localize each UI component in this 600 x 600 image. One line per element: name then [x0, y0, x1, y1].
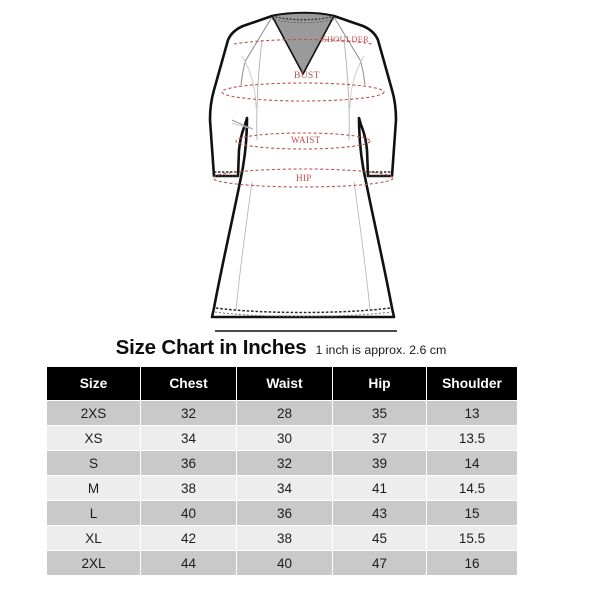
table-body: 2XS 32 28 35 13 XS 34 30 37 13.5 S 36 32…	[47, 401, 517, 575]
hip-guide-ellipse	[212, 168, 394, 188]
cell-hip: 35	[333, 401, 426, 425]
cell-hip: 47	[333, 551, 426, 575]
title-divider	[215, 330, 397, 332]
cell-size: XL	[47, 526, 140, 550]
cell-shoulder: 13	[427, 401, 517, 425]
waist-guide-ellipse	[235, 132, 371, 150]
garment-illustration: SHOULDER BUST WAIST HIP	[208, 11, 398, 319]
label-bust: BUST	[294, 70, 320, 81]
cell-shoulder: 14.5	[427, 476, 517, 500]
cell-hip: 43	[333, 501, 426, 525]
cell-waist: 32	[237, 451, 332, 475]
label-shoulder: SHOULDER	[322, 35, 369, 44]
column-header-chest: Chest	[141, 367, 236, 400]
cell-hip: 37	[333, 426, 426, 450]
table-row: XL 42 38 45 15.5	[47, 526, 517, 550]
cell-chest: 44	[141, 551, 236, 575]
cell-shoulder: 14	[427, 451, 517, 475]
collar-stitch-icon	[271, 15, 335, 21]
cell-chest: 34	[141, 426, 236, 450]
column-header-shoulder: Shoulder	[427, 367, 517, 400]
label-waist: WAIST	[291, 135, 321, 145]
cell-size: 2XL	[47, 551, 140, 575]
table-row: 2XS 32 28 35 13	[47, 401, 517, 425]
title-block: Size Chart in Inches 1 inch is approx. 2…	[46, 336, 516, 362]
table-row: L 40 36 43 15	[47, 501, 517, 525]
label-hip: HIP	[296, 173, 312, 183]
cell-chest: 42	[141, 526, 236, 550]
page-title: Size Chart in Inches	[115, 336, 307, 359]
neckline-fill	[271, 12, 335, 75]
table-header-row: Size Chest Waist Hip Shoulder	[47, 367, 517, 400]
page-subtitle: 1 inch is approx. 2.6 cm	[315, 343, 447, 357]
table-row: S 36 32 39 14	[47, 451, 517, 475]
cell-waist: 36	[237, 501, 332, 525]
cell-size: L	[47, 501, 140, 525]
cell-shoulder: 15	[427, 501, 517, 525]
table-row: XS 34 30 37 13.5	[47, 426, 517, 450]
bust-guide-ellipse	[221, 82, 385, 102]
measurement-guides-icon	[212, 38, 394, 188]
cell-shoulder: 15.5	[427, 526, 517, 550]
hem-stitch-icon	[215, 307, 391, 314]
cell-shoulder: 16	[427, 551, 517, 575]
cell-chest: 32	[141, 401, 236, 425]
cell-chest: 36	[141, 451, 236, 475]
column-header-size: Size	[47, 367, 140, 400]
cell-size: 2XS	[47, 401, 140, 425]
cell-waist: 34	[237, 476, 332, 500]
cell-waist: 30	[237, 426, 332, 450]
table-header: Size Chest Waist Hip Shoulder	[47, 367, 517, 400]
table-row: 2XL 44 40 47 16	[47, 551, 517, 575]
cell-chest: 40	[141, 501, 236, 525]
table-row: M 38 34 41 14.5	[47, 476, 517, 500]
cell-waist: 40	[237, 551, 332, 575]
size-chart-table: Size Chest Waist Hip Shoulder 2XS 32 28 …	[46, 366, 518, 576]
cell-size: S	[47, 451, 140, 475]
cell-size: XS	[47, 426, 140, 450]
column-header-waist: Waist	[237, 367, 332, 400]
cell-hip: 45	[333, 526, 426, 550]
cell-chest: 38	[141, 476, 236, 500]
cell-waist: 38	[237, 526, 332, 550]
cell-hip: 41	[333, 476, 426, 500]
column-header-hip: Hip	[333, 367, 426, 400]
shoulder-guide-line	[233, 38, 373, 45]
cell-waist: 28	[237, 401, 332, 425]
cell-hip: 39	[333, 451, 426, 475]
dress-body-icon	[208, 11, 398, 319]
cell-shoulder: 13.5	[427, 426, 517, 450]
cell-size: M	[47, 476, 140, 500]
